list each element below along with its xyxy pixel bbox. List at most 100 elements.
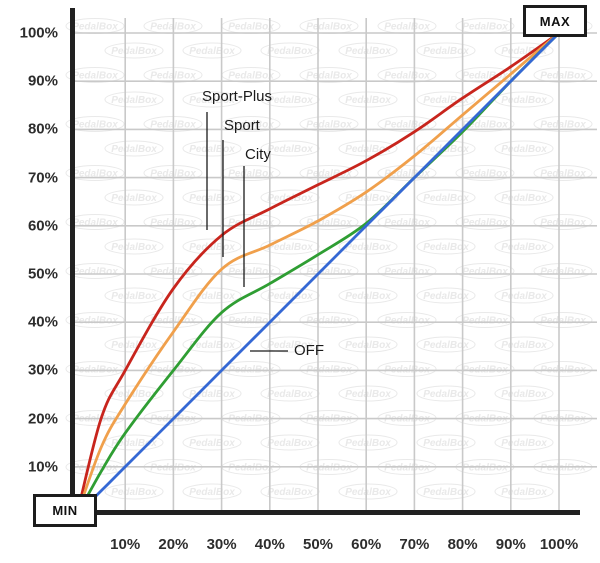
watermark-text: PedalBox: [501, 438, 547, 449]
watermark-text: PedalBox: [423, 46, 469, 57]
watermark-swoosh: [338, 336, 398, 353]
watermark-text: PedalBox: [540, 218, 586, 229]
watermark-swoosh: [104, 42, 164, 59]
watermark-swoosh: [65, 165, 125, 181]
watermark-swoosh: [260, 336, 320, 353]
watermark-text: PedalBox: [384, 71, 430, 82]
watermark-swoosh: [182, 42, 242, 59]
watermark-swoosh: [377, 165, 437, 181]
watermark-swoosh: [182, 238, 242, 255]
watermark-swoosh: [104, 238, 164, 255]
watermark-text: PedalBox: [423, 438, 469, 449]
watermark-text: PedalBox: [501, 291, 547, 302]
watermark-swoosh: [104, 287, 164, 304]
y-tick-label: 90%: [27, 72, 58, 90]
watermark-text: PedalBox: [306, 169, 352, 180]
watermark-text: PedalBox: [189, 291, 235, 302]
watermark-swoosh: [455, 263, 515, 279]
watermark-swoosh: [182, 287, 242, 304]
y-tick-label: 80%: [27, 120, 58, 138]
watermark-text: PedalBox: [267, 144, 313, 155]
watermark-text: PedalBox: [345, 389, 391, 400]
watermark-text: PedalBox: [228, 316, 274, 327]
watermark-text: PedalBox: [384, 316, 430, 327]
y-tick-label: 10%: [27, 458, 58, 476]
watermark-swoosh: [533, 116, 593, 132]
watermark-text: PedalBox: [111, 46, 157, 57]
watermark-swoosh: [65, 67, 125, 83]
watermark-swoosh: [455, 312, 515, 328]
watermark-text: PedalBox: [189, 95, 235, 106]
watermark-swoosh: [494, 287, 554, 304]
watermark-swoosh: [260, 385, 320, 402]
watermark-swoosh: [494, 336, 554, 353]
watermark-text: PedalBox: [384, 463, 430, 474]
watermark-text: PedalBox: [540, 267, 586, 278]
watermark-text: PedalBox: [345, 438, 391, 449]
watermark-swoosh: [338, 42, 398, 59]
y-axis-line: [70, 8, 75, 520]
watermark-text: PedalBox: [345, 46, 391, 57]
watermark-text: PedalBox: [345, 95, 391, 106]
watermark-text: PedalBox: [111, 389, 157, 400]
watermark-text: PedalBox: [72, 22, 118, 33]
watermark-swoosh: [65, 263, 125, 279]
watermark-text: PedalBox: [462, 22, 508, 33]
watermark-swoosh: [377, 361, 437, 377]
watermark-swoosh: [299, 361, 359, 377]
watermark-swoosh: [494, 189, 554, 206]
watermark-text: PedalBox: [111, 291, 157, 302]
y-tick-label: 100%: [19, 24, 58, 42]
watermark-text: PedalBox: [462, 71, 508, 82]
watermark-text: PedalBox: [423, 389, 469, 400]
watermark-swoosh: [455, 116, 515, 132]
watermark-text: PedalBox: [306, 218, 352, 229]
watermark-text: PedalBox: [111, 340, 157, 351]
watermark-text: PedalBox: [345, 144, 391, 155]
x-tick-label: 90%: [495, 536, 526, 553]
watermark-swoosh: [260, 42, 320, 59]
watermark-swoosh: [104, 91, 164, 108]
watermark-text: PedalBox: [384, 22, 430, 33]
watermark-text: PedalBox: [540, 169, 586, 180]
watermark-swoosh: [104, 385, 164, 402]
watermark-text: PedalBox: [423, 340, 469, 351]
watermark-text: PedalBox: [72, 463, 118, 474]
watermark-text: PedalBox: [228, 267, 274, 278]
watermark-swoosh: [533, 67, 593, 83]
watermark-text: PedalBox: [111, 438, 157, 449]
watermark-swoosh: [416, 434, 476, 451]
curve-sport: [75, 31, 561, 517]
watermark-text: PedalBox: [384, 169, 430, 180]
x-tick-label: 100%: [539, 536, 579, 553]
y-tick-label: 40%: [27, 313, 58, 331]
watermark-swoosh: [338, 483, 398, 500]
watermark-swoosh: [104, 434, 164, 451]
watermark-text: PedalBox: [306, 463, 352, 474]
watermark-text: PedalBox: [345, 193, 391, 204]
watermark-text: PedalBox: [267, 487, 313, 498]
watermark-text: PedalBox: [72, 71, 118, 82]
x-tick-label: 60%: [351, 536, 382, 553]
watermark-text: PedalBox: [306, 22, 352, 33]
watermark-text: PedalBox: [384, 120, 430, 131]
watermark-swoosh: [494, 140, 554, 157]
watermark-text: PedalBox: [540, 316, 586, 327]
watermark-text: PedalBox: [501, 389, 547, 400]
watermark-swoosh: [494, 434, 554, 451]
watermark-text: PedalBox: [306, 316, 352, 327]
watermark-text: PedalBox: [540, 463, 586, 474]
curve-sport-plus: [75, 31, 561, 517]
watermark-swoosh: [533, 263, 593, 279]
watermark-text: PedalBox: [267, 242, 313, 253]
watermark-swoosh: [65, 116, 125, 132]
min-endpoint-label: MIN: [52, 503, 78, 518]
watermark-swoosh: [494, 238, 554, 255]
watermark-text: PedalBox: [540, 120, 586, 131]
watermark-swoosh: [533, 165, 593, 181]
watermark-text: PedalBox: [501, 95, 547, 106]
watermark-text: PedalBox: [228, 463, 274, 474]
watermark-swoosh: [533, 361, 593, 377]
